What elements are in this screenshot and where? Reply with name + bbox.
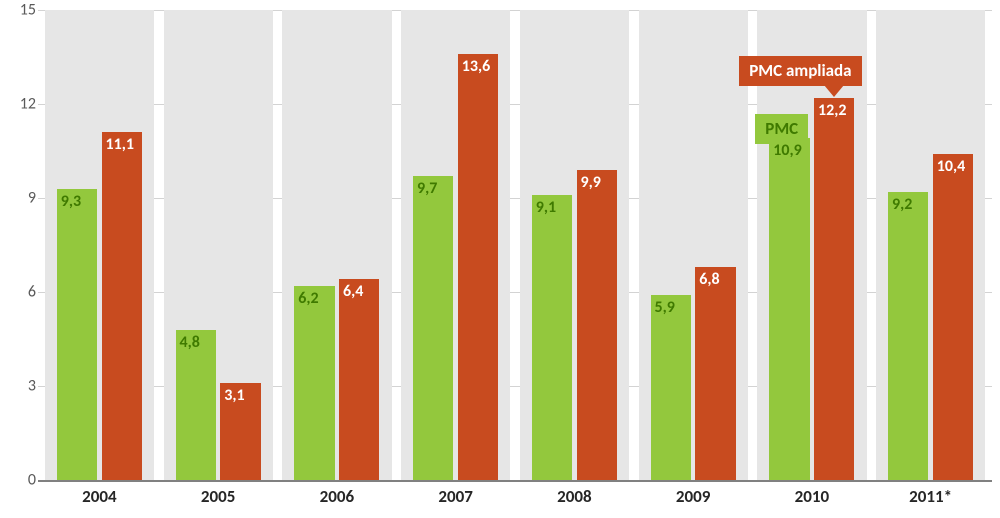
bar-pmc [176,330,216,480]
bar-value-label: 11,1 [106,135,134,154]
x-tick-label: 2007 [438,486,472,507]
y-tick-label: 15 [20,1,36,20]
chart: 03691215 9,311,14,83,16,26,49,713,69,19,… [0,0,1000,518]
legend-callout: PMC ampliada [739,56,861,86]
bar-pmc-ampliada [458,54,498,480]
x-tick-label: 2006 [320,486,354,507]
x-axis-baseline [38,480,992,482]
bar-value-label: 9,7 [417,179,437,198]
bar-pmc-ampliada [933,154,973,480]
category-group: 9,3 11,1 [45,10,154,480]
bar-value-label: 12,2 [818,101,846,120]
x-tick-label: 2011* [909,486,952,507]
x-tick-label: 2010 [795,486,829,507]
bar-value-label: 4,8 [180,333,200,352]
y-tick-label: 9 [28,189,36,208]
bar-pmc [769,138,809,480]
x-tick-label: 2008 [557,486,591,507]
bar-value-label: 9,2 [892,195,912,214]
bar-pmc [532,195,572,480]
x-tick-label: 2004 [82,486,116,507]
y-tick-label: 3 [28,377,36,396]
y-tick-label: 0 [28,471,36,490]
bar-pmc [57,189,97,480]
category-group: 5,9 6,8 [639,10,748,480]
bar-pmc-ampliada [695,267,735,480]
callout-pointer-icon [824,85,844,97]
bar-pmc [294,286,334,480]
bar-value-label: 9,3 [61,192,81,211]
category-group: 9,1 9,9 [520,10,629,480]
bar-pmc-ampliada [102,132,142,480]
bar-value-label: 9,1 [536,198,556,217]
bar-pmc [651,295,691,480]
category-group: 9,2 10,4 [876,10,985,480]
bar-value-label: 5,9 [655,298,675,317]
x-tick-label: 2009 [676,486,710,507]
bar-pmc [888,192,928,480]
bar-pmc [413,176,453,480]
bar-value-label: 10,4 [937,157,965,176]
bar-pmc-ampliada [339,279,379,480]
bar-value-label: 6,4 [343,282,363,301]
category-group: 9,7 13,6 [401,10,510,480]
bar-value-label: 6,2 [298,289,318,308]
bar-pmc-ampliada [577,170,617,480]
bar-value-label: 3,1 [224,386,244,405]
bar-value-label: 6,8 [699,270,719,289]
bar-value-label: 9,9 [581,173,601,192]
bar-value-label: 13,6 [462,57,490,76]
category-group: 6,2 6,4 [282,10,391,480]
y-tick-label: 6 [28,283,36,302]
category-group: 4,8 3,1 [164,10,273,480]
bar-pmc-ampliada [814,98,854,480]
legend-callout: PMC [755,114,808,144]
y-tick-label: 12 [20,95,36,114]
x-tick-label: 2005 [201,486,235,507]
